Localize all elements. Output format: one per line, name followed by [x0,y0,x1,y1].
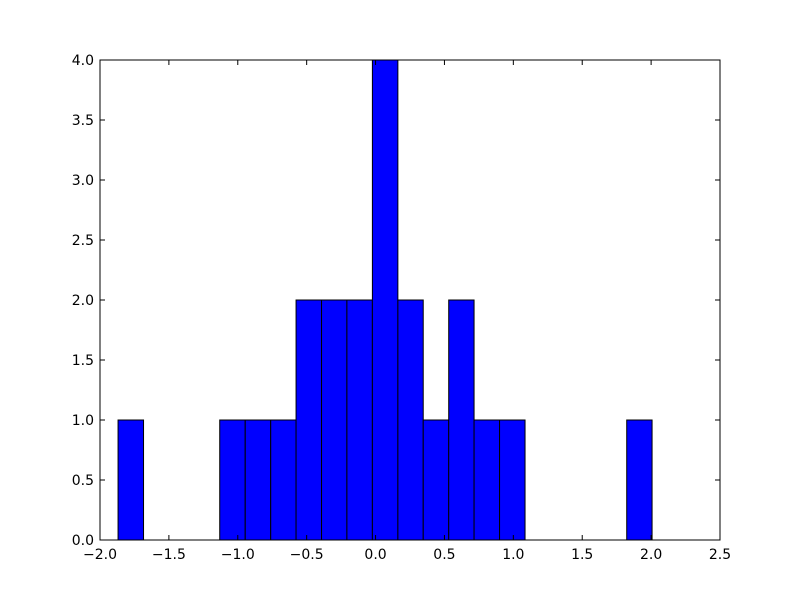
x-tick-label: 0.5 [433,547,455,563]
x-tick-label: 1.5 [571,547,593,563]
bar [448,299,475,541]
y-tick-label: 1.0 [72,413,94,429]
y-tick-label: 3.0 [72,173,94,189]
bar [219,419,246,541]
bar [626,419,653,541]
x-tick-label: 0.0 [364,547,386,563]
y-tick-label: 0.0 [72,533,94,549]
y-tick-label: 2.0 [72,293,94,309]
bar [397,299,424,541]
bar [346,299,373,541]
y-tick-label: 4.0 [72,53,94,69]
bar [499,419,526,541]
x-tick-label: −2.0 [83,547,117,563]
bar [371,59,399,541]
y-tick-label: 3.5 [72,113,94,129]
x-tick-label: −1.5 [152,547,186,563]
bar [270,419,297,541]
y-tick-label: 1.5 [72,353,94,369]
bar [422,419,450,541]
x-tick-label: 2.0 [640,547,662,563]
x-tick-label: −1.0 [221,547,255,563]
x-tick-label: 2.5 [709,547,731,563]
y-tick-label: 0.5 [72,473,94,489]
y-tick-label: 2.5 [72,233,94,249]
x-tick-label: −0.5 [290,547,324,563]
bar [244,419,272,541]
bar [473,419,501,541]
bar [295,299,323,541]
bar [321,299,348,541]
x-tick-label: 1.0 [502,547,524,563]
bar [117,419,145,541]
